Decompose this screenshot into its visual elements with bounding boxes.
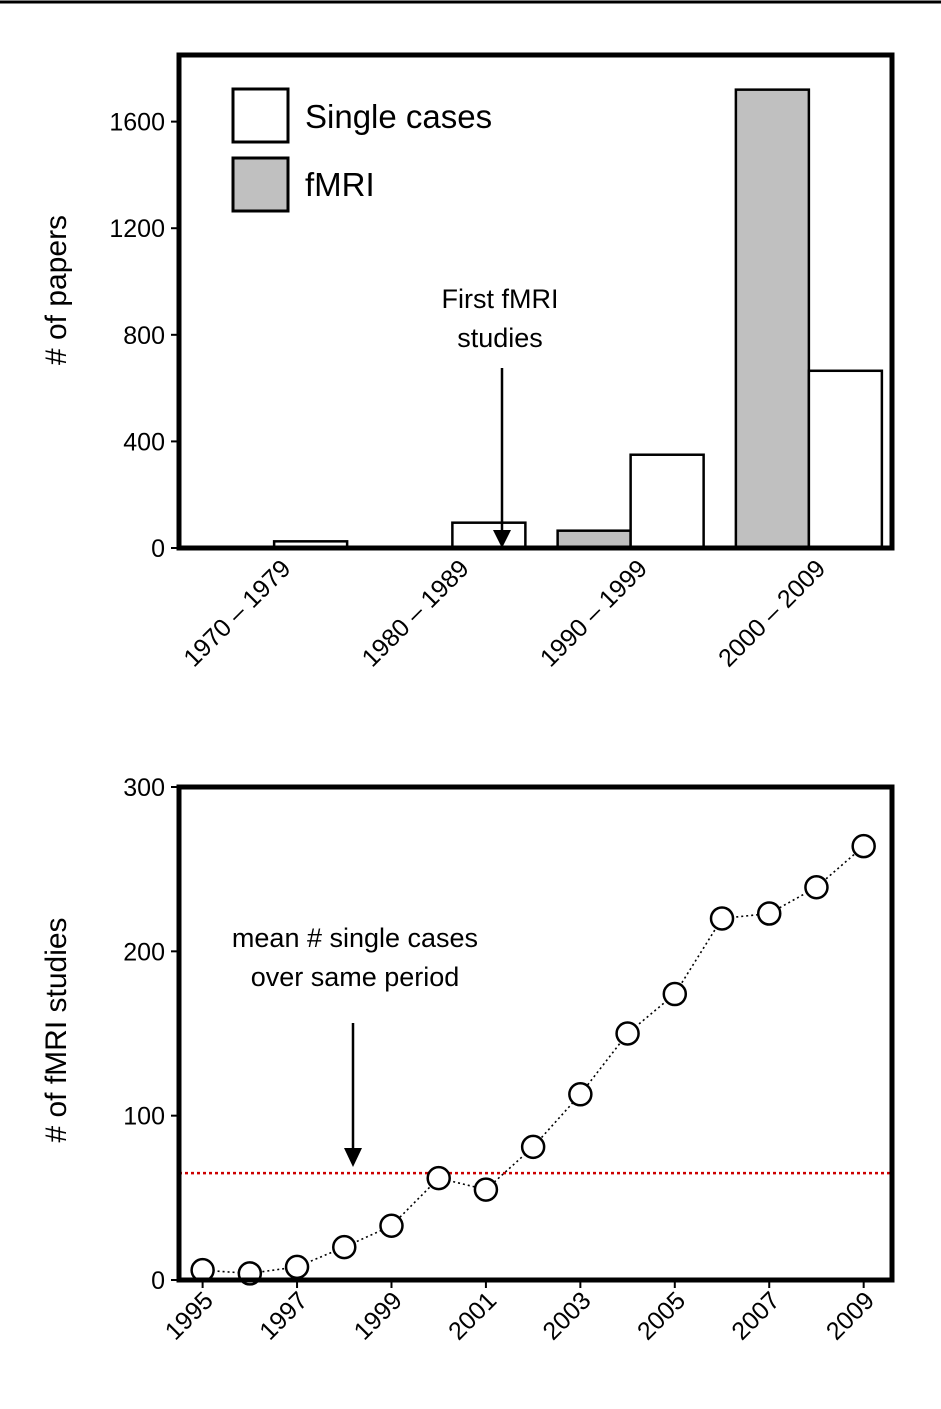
line-y-ticks: 0 100 200 300 xyxy=(123,774,179,1295)
line-point-1997 xyxy=(284,1254,310,1280)
bar-single-cases-3 xyxy=(807,369,884,550)
bar-y-tick-label: 1200 xyxy=(109,215,165,243)
line-x-tick-label: 1995 xyxy=(160,1286,219,1345)
line-point-1998 xyxy=(332,1234,357,1260)
line-x-tick-label: 2007 xyxy=(726,1286,785,1345)
bar-annotation-line1: First fMRI xyxy=(442,284,559,314)
line-y-tick-label: 100 xyxy=(123,1103,165,1131)
line-x-tick-labels: 1995 1997 1999 2001 2003 2005 2007 2009 xyxy=(160,1280,880,1346)
line-point-2007 xyxy=(756,901,782,926)
bar-x-tick-label: 1970 – 1979 xyxy=(178,554,296,672)
bar-y-axis-label: # of papers xyxy=(40,215,73,365)
bar-x-tick-label: 1980 – 1989 xyxy=(357,554,475,672)
bar-annotation-arrow-head xyxy=(493,530,511,548)
line-point-1999 xyxy=(379,1213,404,1239)
line-annotation-arrow-head xyxy=(344,1148,362,1167)
line-x-tick-label: 2009 xyxy=(821,1286,880,1345)
line-chart: 0 100 200 300 1995 1997 1999 2001 2003 2005 2007 2… xyxy=(40,774,895,1346)
bar-fmri-3 xyxy=(734,88,811,550)
bar-y-tick-label: 0 xyxy=(151,535,165,563)
line-y-tick-label: 0 xyxy=(151,1267,165,1295)
bar-annotation-line2: studies xyxy=(457,323,543,353)
line-point-2001 xyxy=(473,1177,499,1202)
line-point-2000 xyxy=(426,1165,451,1191)
line-y-tick-label: 200 xyxy=(123,938,165,966)
legend-swatch-single-cases xyxy=(231,87,290,144)
line-plot-frame xyxy=(176,784,895,1283)
bar-single-cases-2 xyxy=(629,453,705,550)
line-x-tick-label: 1999 xyxy=(349,1286,408,1345)
bar-y-tick-label: 1600 xyxy=(109,109,165,137)
bar-legend: Single cases fMRI xyxy=(231,87,492,213)
line-x-tick-label: 2003 xyxy=(537,1286,596,1345)
line-annotation-line2: over same period xyxy=(251,962,460,992)
legend-label-single-cases: Single cases xyxy=(305,98,492,135)
bar-x-tick-labels: 1970 – 1979 1980 – 1989 1990 – 1999 2000 – … xyxy=(178,554,831,672)
line-point-2002 xyxy=(520,1134,546,1160)
line-point-2004 xyxy=(615,1021,640,1046)
bar-bars xyxy=(272,88,884,550)
bar-y-ticks: 0 400 800 1200 1600 xyxy=(109,109,179,563)
line-x-tick-label: 2001 xyxy=(443,1286,502,1345)
line-points xyxy=(190,833,876,1286)
bar-x-tick-label: 2000 – 2009 xyxy=(713,554,831,672)
legend-label-fmri: fMRI xyxy=(305,166,375,203)
line-y-axis-label: # of fMRI studies xyxy=(40,917,73,1142)
bar-single-cases-1 xyxy=(451,521,527,550)
line-annotation-line1: mean # single cases xyxy=(232,923,478,953)
line-point-2009 xyxy=(851,833,876,859)
line-y-tick-label: 300 xyxy=(123,774,165,802)
line-x-tick-label: 1997 xyxy=(254,1286,313,1345)
bar-fmri-2 xyxy=(556,529,632,550)
line-point-2003 xyxy=(568,1082,593,1107)
bar-y-tick-label: 400 xyxy=(123,428,165,456)
line-point-2005 xyxy=(662,981,688,1007)
line-point-2006 xyxy=(709,906,735,931)
line-x-tick-label: 2005 xyxy=(632,1286,691,1345)
bar-plot-frame xyxy=(176,52,895,551)
legend-swatch-fmri xyxy=(231,156,290,213)
bar-y-tick-label: 800 xyxy=(123,322,165,350)
bar-x-tick-label: 1990 – 1999 xyxy=(535,554,653,672)
line-point-2008 xyxy=(804,874,829,900)
